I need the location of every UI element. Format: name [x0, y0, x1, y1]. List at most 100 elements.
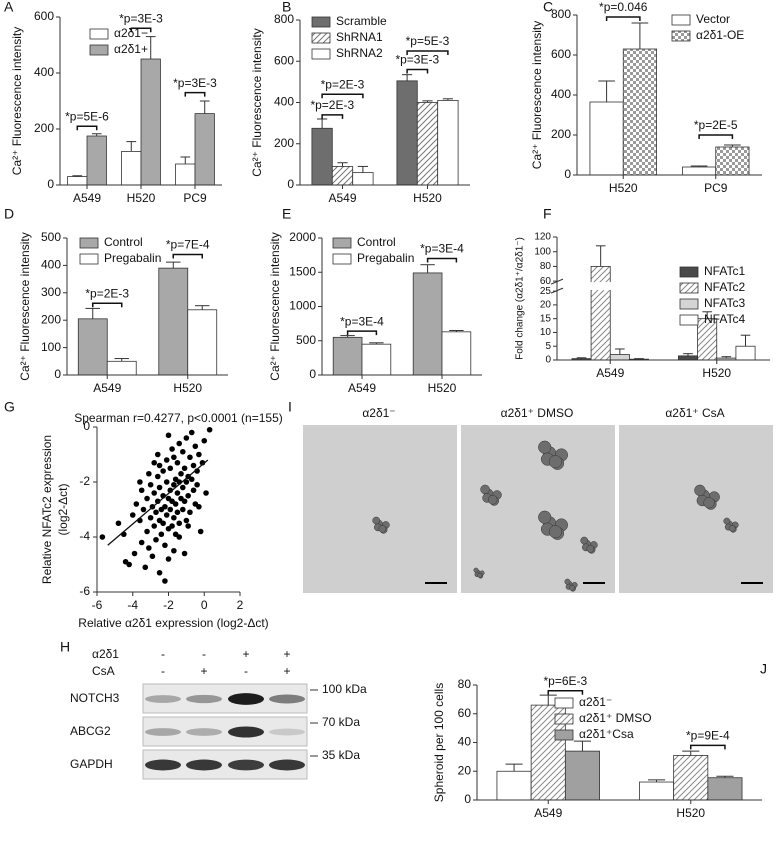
y-tick-label: 120	[534, 232, 551, 243]
data-point	[180, 448, 186, 455]
y-axis-label: Ca²⁺ Fluorescence intensity	[18, 232, 32, 380]
data-point	[171, 514, 177, 521]
error-bar	[166, 261, 181, 269]
panel-label: C	[543, 0, 553, 15]
x-tick-label: PC9	[704, 181, 728, 195]
data-point	[115, 520, 122, 527]
blot-band	[186, 694, 222, 704]
blot-band	[228, 693, 264, 705]
bar	[187, 309, 218, 376]
data-point	[185, 492, 191, 499]
data-point	[201, 437, 208, 444]
data-point	[174, 490, 181, 496]
error-bar	[317, 118, 328, 129]
y-tick-label: 20	[540, 300, 552, 311]
legend-label: α2δ1−	[114, 26, 148, 40]
y-tick-label: 0	[83, 419, 90, 433]
y-tick-label: 400	[34, 65, 54, 79]
significance-bracket	[346, 330, 378, 336]
bar	[416, 102, 439, 186]
y-tick-label: 600	[274, 53, 294, 67]
significance-label: *p=2E-3	[321, 77, 365, 91]
cell	[480, 484, 490, 495]
bar	[622, 48, 657, 176]
error-bar	[505, 763, 523, 772]
data-point	[178, 470, 184, 477]
data-point	[151, 523, 157, 529]
x-tick-label: -2	[163, 598, 174, 612]
legend-swatch	[554, 697, 574, 709]
y-tick-label: 80	[458, 677, 472, 691]
y-axis-label: (log2-Δct)	[56, 483, 70, 535]
legend-label: α2δ1⁺ DMSO	[579, 711, 652, 725]
cell	[548, 525, 562, 539]
data-point	[162, 503, 168, 510]
significance-label: *p=3E-4	[340, 314, 384, 328]
cell	[728, 524, 736, 532]
data-point	[176, 534, 183, 540]
legend-label: Scramble	[336, 14, 387, 28]
legend-label: Control	[357, 235, 396, 249]
y-tick-label: 200	[41, 312, 61, 326]
error-bar	[682, 750, 700, 756]
y-tick-label: 100	[534, 246, 551, 257]
y-tick-label: -4	[79, 529, 90, 543]
cell	[694, 484, 706, 496]
data-point	[192, 443, 199, 450]
bar	[715, 146, 750, 176]
error-bar	[702, 311, 712, 319]
legend-label: ShRNA2	[336, 46, 383, 60]
data-point	[156, 462, 163, 469]
bar	[678, 355, 698, 361]
panel-label: I	[288, 399, 292, 415]
data-point	[146, 545, 152, 551]
data-point	[163, 512, 170, 518]
bar	[175, 163, 196, 186]
x-tick-label: A549	[596, 366, 624, 380]
significance-bracket	[172, 253, 203, 259]
bar	[332, 336, 363, 376]
blot-band	[269, 759, 305, 771]
y-tick-label: 600	[551, 47, 571, 61]
y-tick-label: -6	[79, 584, 90, 598]
cell	[569, 584, 575, 591]
cell	[580, 536, 589, 545]
significance-label: *p=5E-3	[406, 34, 450, 48]
legend-swatch	[332, 237, 352, 249]
data-point	[160, 520, 166, 527]
error-bar	[740, 334, 751, 347]
data-point	[194, 481, 200, 488]
x-tick-label: A549	[73, 191, 101, 205]
data-point	[99, 534, 106, 540]
legend-label: Pregabalin	[104, 251, 161, 265]
y-tick-label: 1000	[289, 299, 316, 313]
data-point	[181, 550, 188, 557]
significance-bracket	[426, 257, 458, 263]
data-point	[171, 547, 177, 554]
legend-swatch	[311, 16, 331, 28]
blot-band	[269, 694, 305, 704]
data-point	[196, 451, 202, 458]
significance-bracket	[406, 50, 449, 55]
y-axis-label: Spheroid per 100 cells	[432, 683, 446, 802]
error-bar	[114, 358, 129, 362]
error-bar	[199, 100, 210, 114]
error-bar	[634, 358, 644, 360]
error-bar	[576, 357, 587, 359]
cell	[538, 510, 552, 524]
error-bar	[598, 80, 615, 102]
data-point	[162, 578, 168, 584]
blot-strip	[142, 716, 308, 747]
legend-swatch	[679, 298, 699, 310]
data-point	[172, 501, 179, 507]
significance-label: *p=3E-3	[173, 76, 217, 90]
bar	[673, 755, 709, 801]
error-bar	[449, 329, 464, 332]
micrograph	[461, 425, 615, 593]
y-tick-label: 400	[274, 95, 294, 109]
data-point	[174, 509, 181, 516]
legend-label: α2δ1+	[114, 42, 148, 56]
data-point	[176, 440, 183, 447]
y-axis-label: Ca²⁺ Fluorescence intensity	[530, 21, 544, 169]
legend-swatch	[332, 253, 352, 265]
